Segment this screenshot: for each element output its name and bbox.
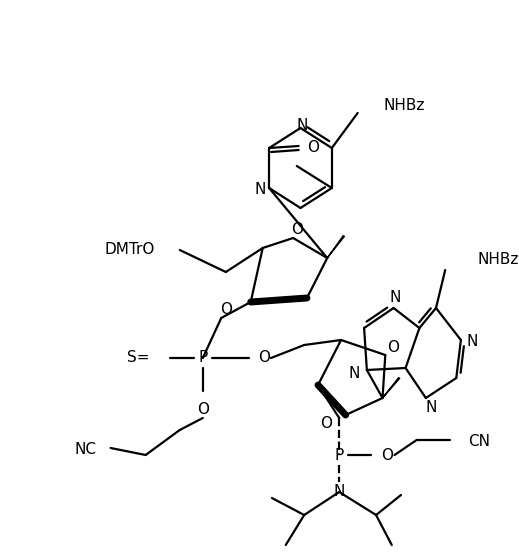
Text: N: N	[297, 119, 308, 134]
Text: O: O	[220, 301, 232, 316]
Text: N: N	[348, 367, 360, 381]
Text: O: O	[387, 339, 399, 354]
Text: NHBz: NHBz	[384, 97, 425, 112]
Text: CN: CN	[468, 434, 490, 449]
Text: O: O	[381, 448, 393, 462]
Text: P: P	[198, 350, 208, 366]
Text: N: N	[334, 485, 345, 500]
Text: DMTrO: DMTrO	[104, 243, 155, 258]
Text: NHBz: NHBz	[477, 253, 519, 268]
Text: N: N	[466, 334, 477, 349]
Text: O: O	[307, 140, 319, 154]
Text: S=: S=	[127, 350, 149, 366]
Polygon shape	[327, 235, 344, 258]
Text: O: O	[258, 350, 270, 366]
Text: N: N	[426, 400, 437, 415]
Text: O: O	[291, 221, 303, 236]
Text: N: N	[390, 291, 401, 306]
Text: O: O	[197, 401, 209, 416]
Text: O: O	[320, 415, 332, 430]
Text: N: N	[254, 182, 266, 197]
Text: P: P	[335, 448, 344, 462]
Polygon shape	[383, 377, 400, 398]
Text: NC: NC	[75, 443, 97, 457]
